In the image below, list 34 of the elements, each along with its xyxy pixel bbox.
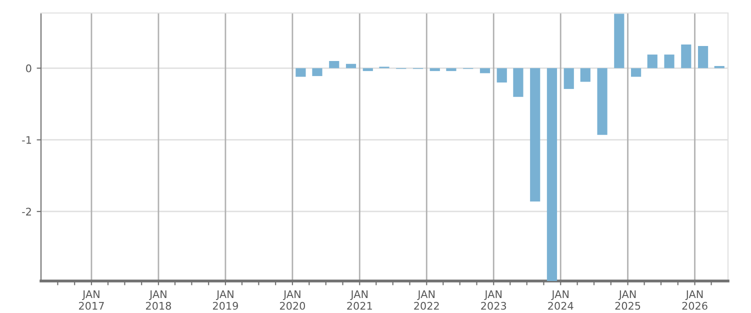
bar [446,68,456,72]
bar [564,68,574,89]
x-tick-label: JAN 2026 [682,290,708,310]
x-tick-label: JAN 2023 [481,290,506,310]
bar [346,64,356,68]
bar [362,68,373,72]
bar [530,68,540,202]
y-tick-label: 0 [26,64,32,72]
bar [681,44,692,68]
y-tick-label: -1 [22,136,32,144]
x-tick-label: JAN 2018 [146,290,172,310]
bar [312,68,322,76]
bar [480,68,490,74]
bar [664,54,674,68]
x-tick-label: JAN 2025 [615,290,640,310]
x-tick-label: JAN 2020 [280,290,306,310]
x-tick-label: JAN 2021 [347,290,372,310]
bar [546,68,558,281]
bar [513,68,524,97]
bar [698,46,708,68]
x-tick-label: JAN 2022 [414,290,439,310]
bar [496,68,507,83]
bar [614,14,624,68]
bar [631,68,642,77]
bar [647,54,658,68]
x-tick-label: JAN 2019 [212,290,238,310]
bar [296,68,306,77]
x-tick-label: JAN 2024 [548,290,574,310]
bar [580,68,590,82]
bar [597,68,608,135]
bar [329,61,340,68]
bar [430,68,440,72]
x-tick-label: JAN 2017 [78,290,104,310]
y-tick-label: -2 [22,208,31,216]
